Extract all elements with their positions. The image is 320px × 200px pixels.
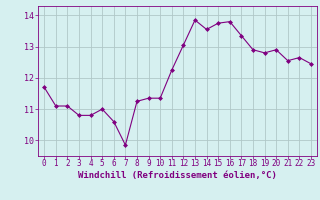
X-axis label: Windchill (Refroidissement éolien,°C): Windchill (Refroidissement éolien,°C) xyxy=(78,171,277,180)
